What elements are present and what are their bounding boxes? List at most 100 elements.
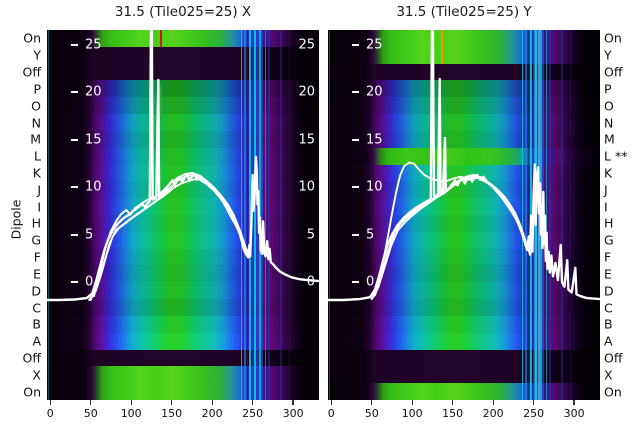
dipole-row-label: L: [34, 148, 41, 164]
rfi-stripe: [538, 30, 541, 400]
x-tick: [171, 400, 173, 405]
x-tick-label: 0: [46, 407, 54, 420]
power-trace: [89, 173, 250, 301]
heatmap-row: [328, 315, 600, 334]
power-trace: [374, 173, 529, 297]
dipole-row-label: N: [604, 115, 614, 130]
rfi-stripe: [289, 30, 291, 400]
dipole-row-label: J: [37, 182, 41, 198]
x-tick-label: 300: [563, 407, 585, 420]
x-tick: [573, 400, 575, 405]
power-trace: [88, 177, 251, 301]
heatmap-row: [328, 63, 600, 82]
x-tick-label: 200: [482, 407, 504, 420]
dipole-row-label: G: [31, 232, 41, 248]
heatmap-row: [47, 130, 319, 149]
heatmap-row: [47, 315, 319, 334]
dipole-labels-left: On Y Off P O N M L K J I H G F E D C B A Off X On: [0, 0, 43, 440]
power-tick-label: 10: [366, 179, 383, 195]
heatmap-row: [47, 63, 319, 82]
heatmap-row: [47, 383, 319, 400]
dipole-row-label: E: [604, 266, 612, 282]
rfi-stripe: [561, 30, 563, 400]
panel-title-x: 31.5 (Tile025=25) X: [114, 4, 252, 20]
power-tick-mark: [352, 44, 359, 46]
x-tick: [90, 400, 92, 405]
x-tick-label: 150: [442, 407, 464, 420]
power-tick-label: 10: [85, 179, 102, 195]
heatmap-row: [328, 332, 600, 351]
x-tick: [252, 400, 254, 405]
heatmap-row: [328, 265, 600, 283]
x-tick-label: 250: [523, 407, 545, 420]
dipole-row-label: I: [37, 199, 41, 215]
dipole-row-label: X: [604, 367, 613, 383]
power-tick-label: 15: [85, 132, 102, 148]
power-tick-mark: [71, 138, 78, 141]
heatmap-row: [328, 147, 600, 166]
power-tick-label: 20: [366, 84, 383, 100]
dipole-row-label: K: [604, 165, 613, 181]
dipole-row-label: F: [33, 249, 41, 265]
power-tick-label-right: 10: [298, 179, 315, 195]
dipole-row-label: O: [604, 98, 614, 114]
power-tick-mark: [71, 186, 78, 189]
power-tick-label: 25: [85, 37, 102, 53]
x-tick: [533, 400, 535, 405]
dipole-row-label: On: [23, 384, 41, 400]
dipole-row-label: M: [30, 131, 41, 147]
dipole-row-label: A: [604, 333, 613, 349]
dipole-row-label: H: [31, 215, 41, 231]
x-tick: [292, 400, 294, 405]
power-tick-label: 20: [85, 84, 102, 100]
power-curves: [47, 30, 319, 302]
rfi-stripe: [247, 30, 249, 400]
power-tick-mark: [352, 91, 359, 94]
dipole-row-label: B: [32, 316, 41, 332]
dipole-row-label: Off: [22, 64, 41, 80]
power-curve-main: [328, 30, 600, 302]
rfi-stripe: [280, 30, 282, 400]
rfi-stripe: [528, 30, 530, 400]
power-tick-mark: [71, 91, 78, 94]
rfi-stripe: [261, 30, 264, 400]
rfi-stripe: [545, 30, 547, 400]
power-tick-mark: [352, 186, 359, 189]
dipole-row-label: I: [604, 199, 608, 215]
heatmap-row: [47, 282, 319, 300]
dipole-row-label: Y: [33, 47, 41, 63]
power-tick-mark: [352, 281, 359, 283]
dipole-row-label: C: [32, 300, 41, 315]
dipole-row-label: N: [31, 115, 41, 130]
panel-title-y: 31.5 (Tile025=25) Y: [396, 4, 532, 20]
rfi-stripe: [549, 30, 551, 400]
rfi-stripe: [256, 30, 259, 400]
rfi-stripe: [521, 30, 524, 400]
dipole-row-label: L **: [604, 148, 628, 164]
power-tick-mark: [352, 138, 359, 141]
dipole-row-label: G: [604, 232, 614, 248]
rfi-stripe: [249, 30, 251, 400]
power-trace: [93, 172, 249, 298]
rfi-stripe: [47, 30, 49, 400]
dipole-row-label: On: [23, 30, 41, 46]
heatmap-row: [328, 248, 600, 267]
power-tick-mark: [71, 44, 78, 46]
rfi-line: [160, 85, 162, 120]
heatmap-row: [47, 332, 319, 351]
x-tick-label: 100: [120, 407, 142, 420]
heatmap-row: [328, 46, 600, 65]
power-tick-label: 0: [85, 274, 94, 290]
rfi-line: [160, 30, 163, 47]
heatmap-row: [47, 366, 319, 384]
rfi-stripe: [240, 30, 243, 400]
x-tick-label: 50: [83, 407, 98, 420]
dipole-row-label: C: [604, 300, 613, 315]
x-tick: [411, 400, 413, 405]
dipole-row-label: D: [604, 283, 614, 299]
power-curve-main: [47, 30, 319, 302]
heatmap-row: [47, 147, 319, 166]
dipole-row-label: On: [604, 384, 622, 400]
rfi-stripe: [254, 30, 256, 400]
x-tick-label: 0: [327, 407, 335, 420]
